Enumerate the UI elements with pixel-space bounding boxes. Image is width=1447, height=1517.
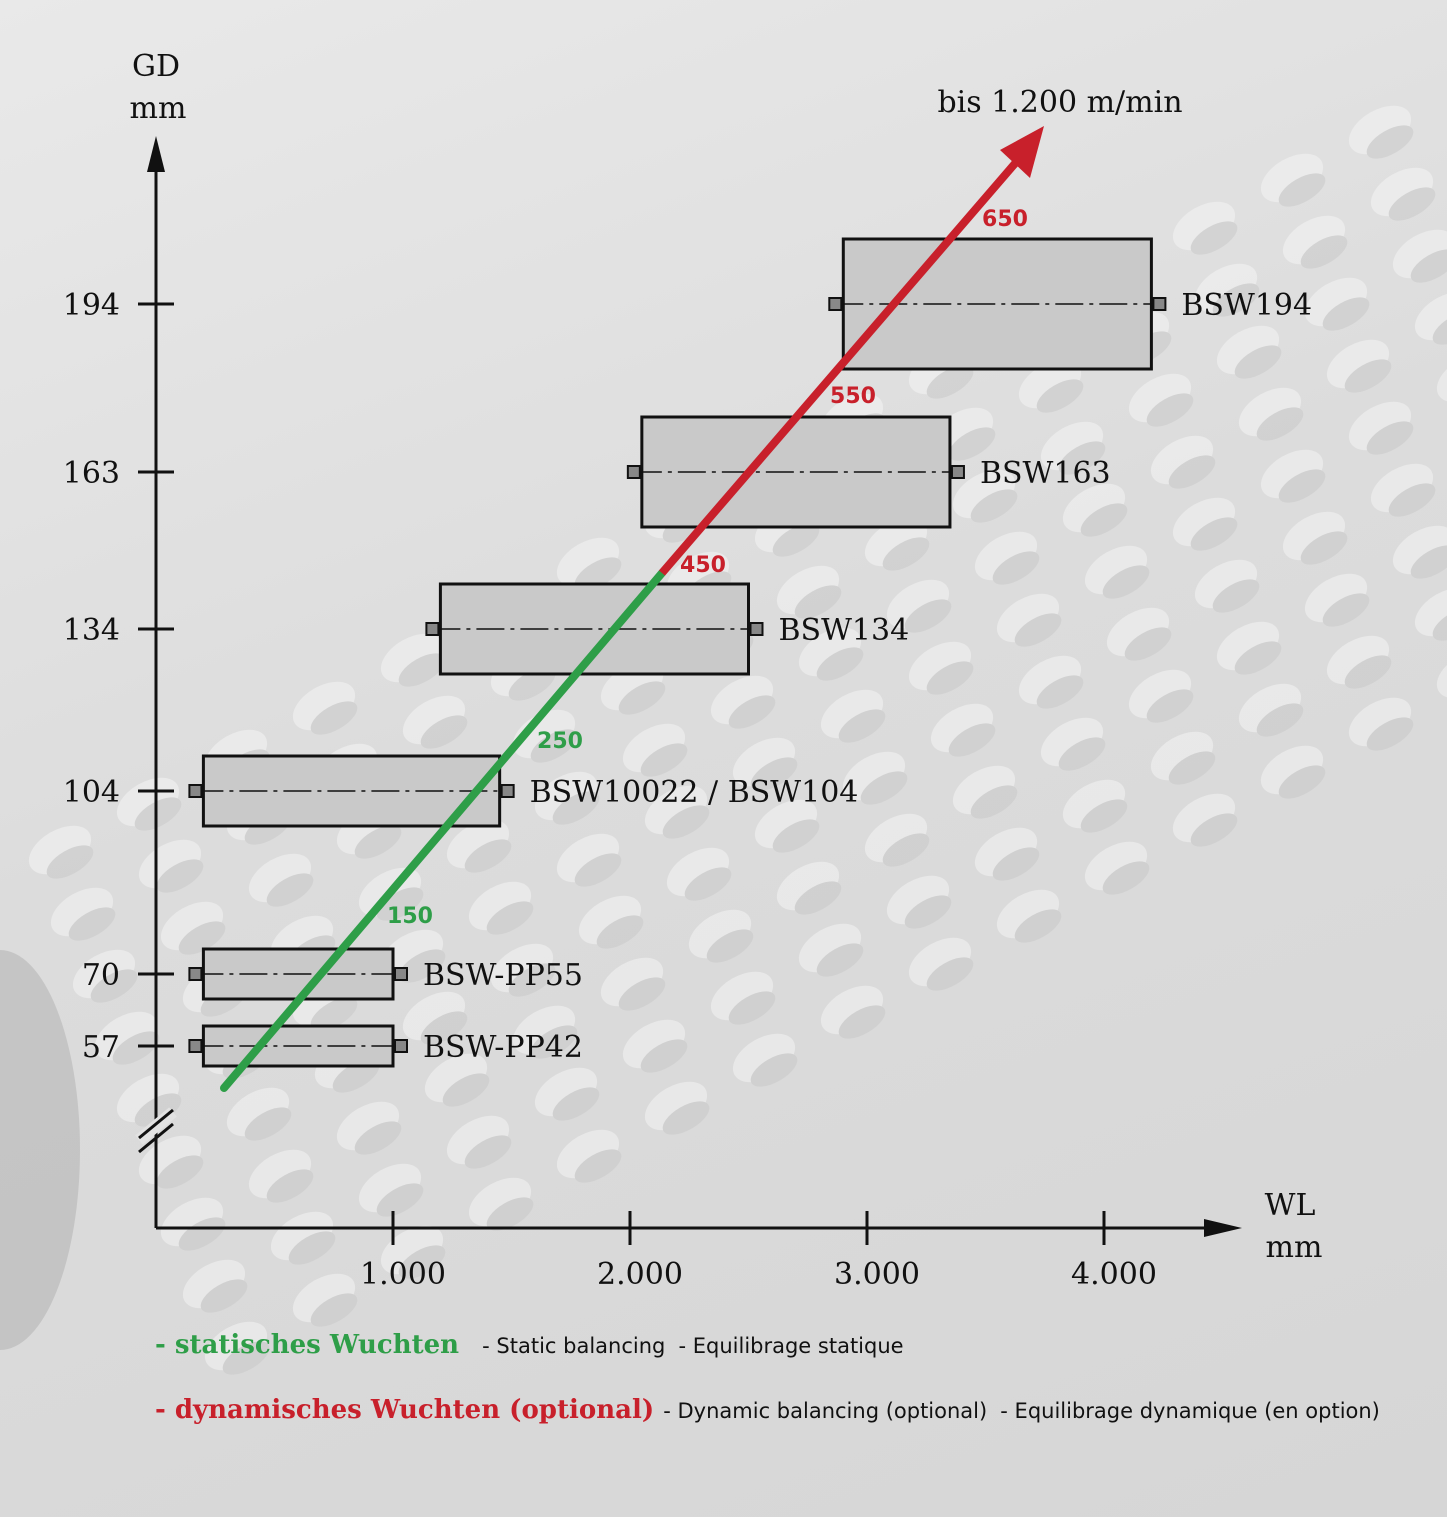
dynamic-speed-label-450: 450: [680, 553, 726, 578]
x-tick-label-2: 2.000: [597, 1257, 683, 1292]
y-axis-label: GD: [132, 49, 180, 84]
y-tick-label-104: 104: [63, 775, 120, 810]
y-axis-unit: mm: [130, 91, 187, 126]
x-tick-label-1: 1.000: [360, 1257, 446, 1292]
range-bar-bsw10022-bsw104: BSW10022 / BSW104: [188, 754, 859, 828]
y-tick-label-70: 70: [82, 958, 120, 993]
svg-text:BSW10022 / BSW104: BSW10022 / BSW104: [530, 775, 859, 810]
x-tick-label-4: 4.000: [1071, 1257, 1157, 1292]
legend-dynamic-fr: - Equilibrage dynamique (en option): [1000, 1399, 1380, 1423]
x-axis-arrow: [1204, 1219, 1242, 1237]
y-axis-break: [135, 1107, 177, 1154]
x-axis-label: WL: [1265, 1188, 1316, 1223]
y-tick-label-163: 163: [63, 456, 120, 491]
range-bar-bsw-pp55: BSW-PP55: [188, 947, 583, 1001]
legend-static-main: - statisches Wuchten: [155, 1330, 460, 1360]
legend-dynamic-en: - Dynamic balancing (optional): [663, 1399, 988, 1423]
svg-text:BSW194: BSW194: [1181, 288, 1312, 323]
static-balancing-line: [220, 569, 666, 1092]
legend-static: - statisches Wuchten - Static balancing …: [155, 1330, 904, 1360]
svg-text:BSW134: BSW134: [779, 613, 910, 648]
legend-dynamic: - dynamisches Wuchten (optional) - Dynam…: [155, 1395, 1380, 1425]
svg-text:BSW-PP42: BSW-PP42: [423, 1030, 583, 1065]
range-bar-bsw163: BSW163: [626, 415, 1111, 529]
dynamic-balancing-arrowhead: [1000, 126, 1044, 178]
svg-text:BSW-PP55: BSW-PP55: [423, 958, 583, 993]
y-tick-label-134: 134: [63, 613, 120, 648]
dynamic-speed-label-550: 550: [830, 384, 876, 409]
static-speed-label-250: 250: [537, 729, 583, 754]
x-tick-label-3: 3.000: [834, 1257, 920, 1292]
range-bar-bsw134: BSW134: [425, 582, 910, 676]
range-bar-bsw-pp42: BSW-PP42: [188, 1024, 583, 1068]
dynamic-balancing-line: [658, 157, 1022, 576]
legend-dynamic-main: - dynamisches Wuchten (optional): [155, 1395, 655, 1425]
y-tick-label-194: 194: [63, 288, 120, 323]
x-axis-unit: mm: [1266, 1230, 1323, 1265]
static-speed-label-150: 150: [387, 904, 433, 929]
legend-static-en: - Static balancing: [482, 1334, 666, 1358]
legend-static-fr: - Equilibrage statique: [678, 1334, 904, 1358]
arrow-label: bis 1.200 m/min: [937, 85, 1182, 120]
svg-text:BSW163: BSW163: [980, 456, 1111, 491]
y-axis-arrow: [147, 136, 165, 172]
dynamic-speed-label-650: 650: [982, 207, 1028, 232]
range-bar-bsw194: BSW194: [828, 237, 1312, 371]
y-tick-label-57: 57: [82, 1030, 120, 1065]
